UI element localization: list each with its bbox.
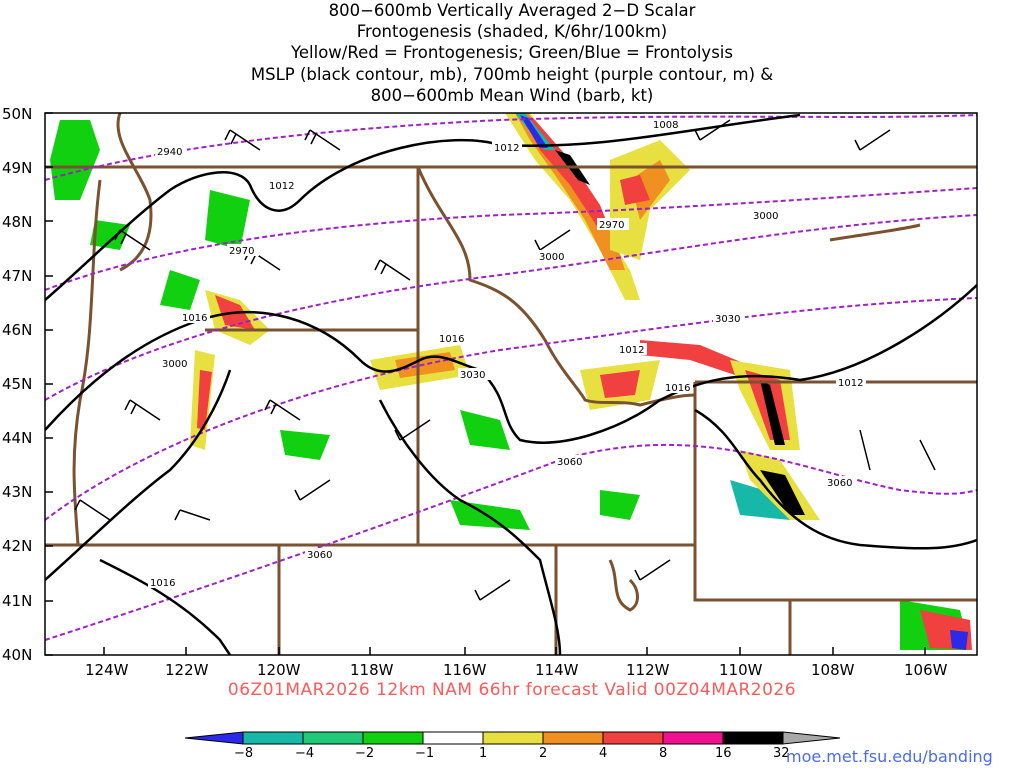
lat-label: 42N <box>2 537 33 555</box>
mslp-label-1012-c: 1012 <box>619 345 644 356</box>
mslp-label-1008: 1008 <box>653 120 678 131</box>
mslp-label: 1012 <box>617 343 647 356</box>
height-label-3000-b: 3000 <box>753 211 778 222</box>
mslp-label: 1016 <box>437 332 467 345</box>
lat-label: 45N <box>2 375 33 393</box>
mslp-label: 1012 <box>836 376 866 389</box>
height-label-3060-c: 3060 <box>307 550 332 561</box>
mslp-label: 1012 <box>492 141 522 154</box>
mslp-label-1016-c: 1016 <box>665 383 690 394</box>
mslp-label: 1012 <box>267 179 297 192</box>
title-line-4: MSLP (black contour, mb), 700mb height (… <box>250 65 774 84</box>
height-label: 3000 <box>751 209 783 222</box>
height-label: 2940 <box>155 145 187 158</box>
mslp-label-1016-d: 1016 <box>150 578 175 589</box>
colorbar-label: 1 <box>479 746 488 761</box>
colorbar-label: −1 <box>415 746 435 761</box>
axis-ticks <box>45 112 926 656</box>
title-line-3: Yellow/Red = Frontogenesis; Green/Blue =… <box>291 43 733 62</box>
lon-label: 108W <box>811 661 855 679</box>
forecast-valid-subtitle: 06Z01MAR2026 12km NAM 66hr forecast Vali… <box>227 680 797 700</box>
title-line-5: 800−600mb Mean Wind (barb, kt) <box>370 86 654 105</box>
mslp-label-1012-d: 1012 <box>838 378 863 389</box>
lon-label: 106W <box>904 661 948 679</box>
height-label: 3060 <box>305 548 337 561</box>
mslp-label: 1016 <box>663 381 693 394</box>
lon-label: 110W <box>719 661 763 679</box>
height-label-3000-c: 3000 <box>162 359 187 370</box>
height-label-2970-a: 2970 <box>229 246 254 257</box>
source-url[interactable]: moe.met.fsu.edu/banding <box>786 747 993 766</box>
height-label: 3000 <box>160 357 192 370</box>
mslp-label: 1016 <box>180 311 210 324</box>
lon-label: 120W <box>257 661 301 679</box>
height-label: 3060 <box>825 476 857 489</box>
height-label-3030-a: 3030 <box>715 314 740 325</box>
lon-label: 118W <box>350 661 394 679</box>
height-label-2970-b: 2970 <box>599 220 624 231</box>
height-label: 2970 <box>597 218 629 231</box>
colorbar-label: 8 <box>659 746 668 761</box>
mslp-contours <box>45 113 977 655</box>
lat-label: 50N <box>2 105 33 123</box>
height-label: 2970 <box>227 244 259 257</box>
lon-label: 112W <box>626 661 670 679</box>
title-line-1: 800−600mb Vertically Averaged 2−D Scalar <box>328 1 696 20</box>
frontogenesis-shading <box>50 113 972 650</box>
colorbar-label: −4 <box>295 746 315 761</box>
height-label: 3030 <box>713 312 745 325</box>
lat-label: 43N <box>2 483 33 501</box>
mslp-label: 1008 <box>650 118 684 131</box>
mslp-label-1016-b: 1016 <box>439 334 464 345</box>
colorbar-label: −8 <box>234 746 254 761</box>
colorbar-label: −2 <box>355 746 375 761</box>
lat-label: 49N <box>2 159 33 177</box>
height-label: 3030 <box>458 368 490 381</box>
height-label-3030-b: 3030 <box>460 370 485 381</box>
colorbar-label: 4 <box>599 746 608 761</box>
lon-label: 114W <box>535 661 579 679</box>
title-line-2: Frontogenesis (shaded, K/6hr/100km) <box>356 22 668 41</box>
wind-barbs <box>74 119 936 601</box>
mslp-label: 1016 <box>148 576 178 589</box>
colorbar <box>184 731 841 745</box>
lat-label: 47N <box>2 267 33 285</box>
lat-label: 46N <box>2 321 33 339</box>
height-label: 3000 <box>537 250 569 263</box>
lon-label: 122W <box>165 661 209 679</box>
mslp-label-1012-a: 1012 <box>494 143 519 154</box>
colorbar-label: 32 <box>773 746 790 761</box>
lon-label: 124W <box>85 661 129 679</box>
lat-label: 41N <box>2 592 33 610</box>
height-label-2940: 2940 <box>157 147 182 158</box>
lat-label: 40N <box>2 646 33 664</box>
lon-label: 116W <box>443 661 487 679</box>
lat-label: 48N <box>2 213 33 231</box>
mslp-label-1016-a: 1016 <box>182 313 207 324</box>
political-borders <box>45 113 977 655</box>
colorbar-label: 16 <box>715 746 732 761</box>
lat-label: 44N <box>2 429 33 447</box>
mslp-label-1012-b: 1012 <box>269 181 294 192</box>
height-label-3060-a: 3060 <box>557 457 582 468</box>
height-label-3060-b: 3060 <box>827 478 852 489</box>
height-label: 3060 <box>555 455 587 468</box>
height-label-3000-a: 3000 <box>539 252 564 263</box>
colorbar-label: 2 <box>539 746 548 761</box>
